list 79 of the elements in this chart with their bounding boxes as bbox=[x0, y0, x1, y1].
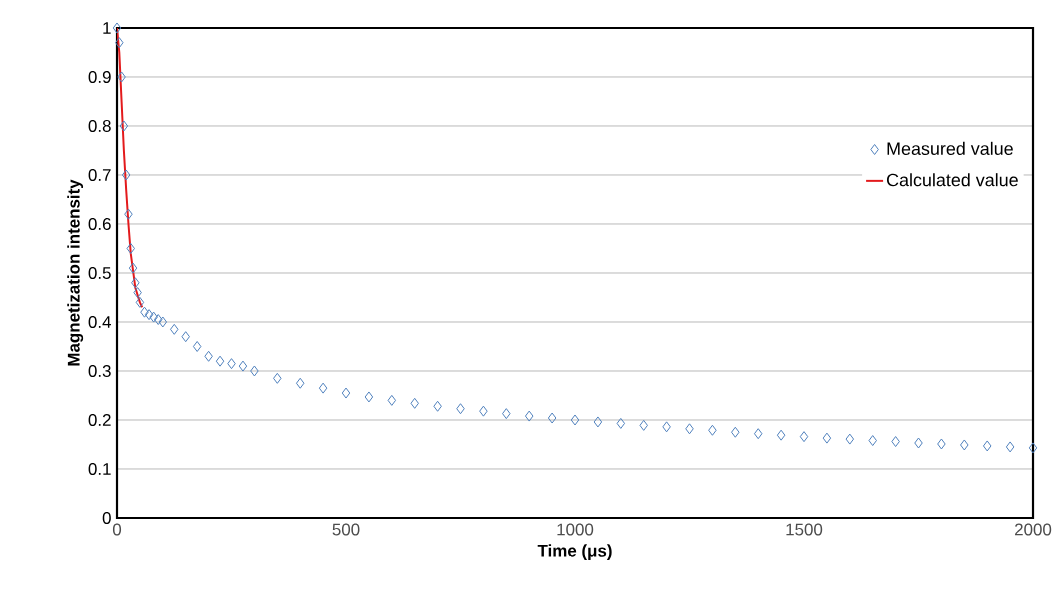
y-tick-label: 0.5 bbox=[88, 266, 111, 279]
point bbox=[456, 403, 465, 415]
point bbox=[982, 440, 992, 452]
point bbox=[479, 405, 488, 417]
y-tick-label: 0.7 bbox=[88, 168, 111, 181]
legend-label: Calculated value bbox=[886, 173, 1018, 187]
point bbox=[238, 360, 248, 372]
y-tick-label: 1 bbox=[103, 22, 111, 34]
point bbox=[776, 429, 786, 441]
point bbox=[753, 428, 763, 440]
point bbox=[387, 394, 397, 406]
point bbox=[133, 287, 142, 299]
point bbox=[731, 426, 740, 438]
point bbox=[524, 410, 534, 422]
point bbox=[502, 408, 511, 420]
x-tick-label: 0 bbox=[112, 523, 122, 536]
point bbox=[131, 277, 140, 289]
point bbox=[192, 340, 202, 352]
point bbox=[845, 433, 855, 445]
point bbox=[914, 437, 923, 449]
point bbox=[250, 365, 259, 377]
point bbox=[433, 400, 442, 412]
point bbox=[135, 296, 145, 308]
legend-label: Measured value bbox=[887, 141, 1013, 155]
point bbox=[937, 438, 946, 450]
point bbox=[708, 424, 717, 436]
point bbox=[295, 377, 305, 389]
point bbox=[960, 439, 969, 451]
y-axis-title: Magnetization intensity bbox=[67, 179, 84, 366]
point bbox=[318, 382, 328, 394]
point bbox=[616, 417, 626, 429]
point bbox=[1005, 441, 1015, 453]
y-tick-label: 0.4 bbox=[88, 315, 111, 328]
point bbox=[140, 306, 149, 318]
point bbox=[126, 242, 135, 254]
point bbox=[410, 397, 419, 409]
y-tick-label: 0.1 bbox=[88, 462, 111, 475]
y-tick-label: 0.6 bbox=[88, 217, 111, 230]
point bbox=[170, 323, 179, 335]
point bbox=[662, 421, 671, 433]
line-series bbox=[117, 27, 144, 309]
point bbox=[273, 372, 282, 384]
point bbox=[204, 350, 213, 362]
y-tick-label: 0.2 bbox=[88, 413, 111, 426]
point bbox=[119, 120, 129, 132]
y-tick-label: 0.3 bbox=[88, 364, 111, 377]
point bbox=[891, 436, 900, 448]
point bbox=[112, 22, 122, 34]
point bbox=[215, 355, 225, 367]
x-tick-label: 500 bbox=[332, 523, 360, 536]
x-axis-title: Time (μs) bbox=[537, 544, 612, 561]
point bbox=[799, 431, 809, 443]
x-tick-label: 1500 bbox=[786, 523, 823, 536]
point bbox=[128, 262, 138, 274]
y-tick-label: 0.9 bbox=[88, 70, 111, 83]
x-tick-label: 2000 bbox=[1015, 523, 1052, 536]
point bbox=[124, 208, 133, 220]
point bbox=[144, 309, 154, 321]
point bbox=[547, 412, 557, 424]
point bbox=[153, 314, 163, 326]
point bbox=[868, 435, 877, 447]
point bbox=[685, 423, 694, 435]
point bbox=[181, 331, 190, 343]
point bbox=[227, 358, 236, 370]
point bbox=[158, 316, 168, 328]
point bbox=[364, 391, 374, 403]
y-tick-label: 0.8 bbox=[88, 119, 111, 132]
point bbox=[121, 169, 131, 181]
point bbox=[1028, 442, 1038, 454]
point bbox=[822, 432, 832, 444]
point bbox=[117, 71, 126, 83]
point bbox=[115, 37, 124, 49]
point bbox=[341, 387, 351, 399]
point bbox=[593, 416, 603, 428]
point bbox=[149, 311, 158, 323]
y-tick-label: 0 bbox=[102, 511, 111, 524]
point bbox=[639, 419, 648, 431]
x-tick-label: 1000 bbox=[557, 523, 594, 536]
point bbox=[570, 414, 580, 426]
